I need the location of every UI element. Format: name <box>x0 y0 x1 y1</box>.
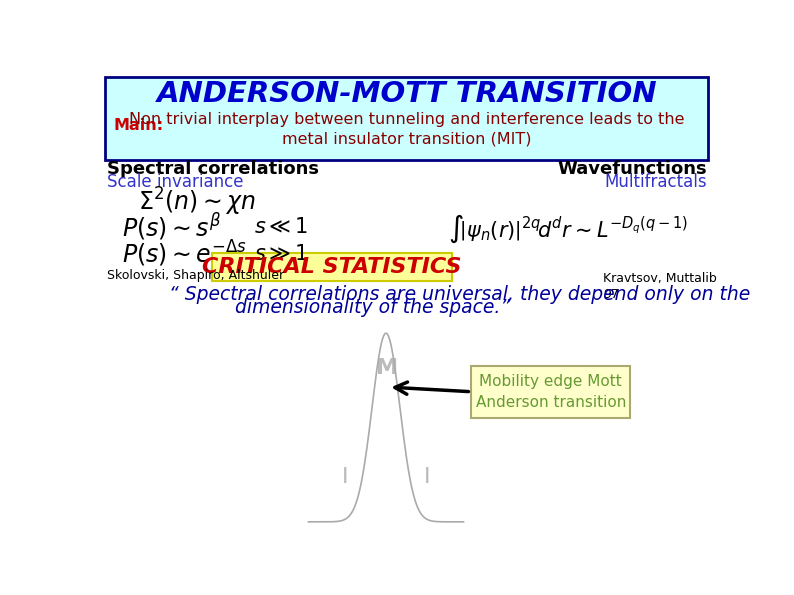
Text: Skolovski, Shapiro, Altshuler: Skolovski, Shapiro, Altshuler <box>107 269 284 282</box>
Text: Mobility edge Mott
Anderson transition: Mobility edge Mott Anderson transition <box>476 374 626 410</box>
Text: CRITICAL STATISTICS: CRITICAL STATISTICS <box>202 257 461 277</box>
Text: $s \gg 1$: $s \gg 1$ <box>254 244 309 264</box>
Text: $\int\!\left|\psi_n(r)\right|^{2q}\!d^d r \sim L^{-D_q(q-1)}$: $\int\!\left|\psi_n(r)\right|^{2q}\!d^d … <box>448 213 688 245</box>
Text: “ Spectral correlations are universal, they depend only on the: “ Spectral correlations are universal, t… <box>169 285 750 304</box>
FancyBboxPatch shape <box>106 77 708 160</box>
Text: Spectral correlations: Spectral correlations <box>107 160 319 178</box>
Text: Kravtsov, Muttalib
97: Kravtsov, Muttalib 97 <box>603 273 717 302</box>
Text: Multifractals: Multifractals <box>604 173 707 190</box>
Text: $\Sigma^2(n) \sim \chi n$: $\Sigma^2(n) \sim \chi n$ <box>138 186 256 218</box>
Text: Main:: Main: <box>114 118 164 133</box>
FancyBboxPatch shape <box>212 253 452 281</box>
Text: Non trivial interplay between tunneling and interference leads to the
metal insu: Non trivial interplay between tunneling … <box>129 112 684 146</box>
Text: I: I <box>424 467 430 487</box>
Text: dimensionality of the space.”: dimensionality of the space.” <box>235 298 510 317</box>
Text: ANDERSON-MOTT TRANSITION: ANDERSON-MOTT TRANSITION <box>156 80 657 108</box>
FancyBboxPatch shape <box>472 365 630 418</box>
Text: Wavefunctions: Wavefunctions <box>557 160 707 178</box>
Text: $P(s) \sim s^{\beta}$: $P(s) \sim s^{\beta}$ <box>122 211 222 243</box>
Text: Scale invariance: Scale invariance <box>107 173 244 190</box>
Text: $P(s) \sim e^{-\Delta s}$: $P(s) \sim e^{-\Delta s}$ <box>122 239 248 269</box>
Text: I: I <box>341 467 349 487</box>
Text: M: M <box>376 358 399 378</box>
Text: $s \ll 1$: $s \ll 1$ <box>254 217 309 237</box>
